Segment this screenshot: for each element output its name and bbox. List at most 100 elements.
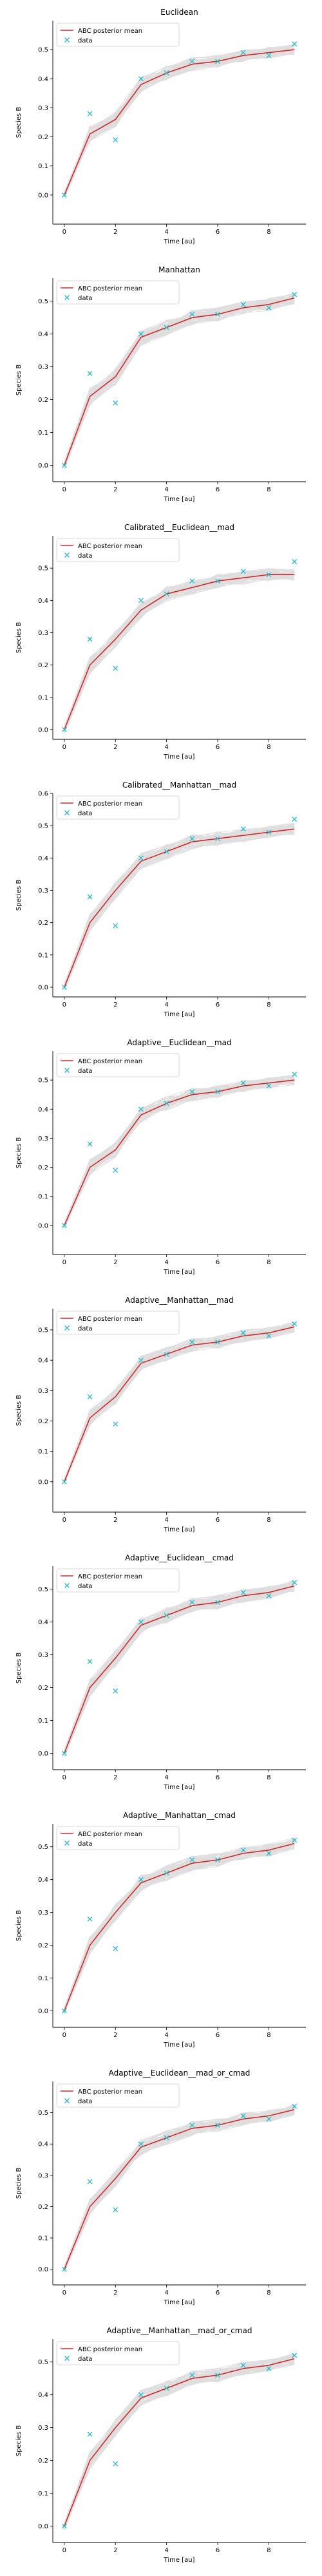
legend-box	[56, 1053, 180, 1077]
posterior-sample-line	[64, 1083, 295, 1224]
posterior-sample-line	[64, 2362, 295, 2526]
data-point	[87, 2179, 93, 2184]
data-point	[61, 726, 67, 732]
y-axis-label: Species B	[15, 2168, 23, 2199]
posterior-sample-line	[64, 1321, 295, 1484]
posterior-sample-line	[64, 2362, 295, 2528]
data-point	[61, 462, 67, 468]
x-axis-label: Time [au]	[164, 496, 195, 503]
data-point	[164, 2135, 169, 2141]
x-tick-label: 8	[267, 1001, 270, 1009]
x-tick-label: 8	[267, 744, 270, 751]
posterior-sample-line	[64, 825, 295, 988]
posterior-sample-line	[64, 570, 295, 730]
posterior-samples	[64, 292, 295, 469]
posterior-sample-line	[64, 571, 295, 732]
posterior-samples	[64, 2103, 295, 2273]
data-point	[266, 1593, 272, 1598]
y-axis-label: Species B	[15, 622, 23, 654]
data-point	[87, 636, 93, 642]
chart-title: Calibrated__Manhattan__mad	[122, 781, 236, 790]
y-tick-label: 0.6	[38, 791, 48, 798]
chart-title: Manhattan	[158, 265, 200, 274]
posterior-sample-line	[64, 295, 295, 466]
posterior-sample-line	[64, 2363, 295, 2528]
x-axis-label: Time [au]	[164, 1269, 195, 1276]
posterior-sample-line	[64, 572, 295, 726]
posterior-sample-line	[64, 293, 295, 466]
posterior-sample-line	[64, 2104, 295, 2268]
y-tick-label: 0.4	[38, 1877, 48, 1884]
posterior-sample-line	[64, 2106, 295, 2266]
chart-panel: Adaptive__Manhattan__mad 0 2 4 6 8 0.0 0.1 0.2 0.…	[15, 1296, 306, 1533]
posterior-sample-line	[64, 1841, 295, 2012]
posterior-sample-line	[64, 45, 295, 196]
posterior-sample-line	[64, 1842, 295, 2011]
posterior-sample-line	[64, 573, 295, 732]
posterior-sample-line	[64, 292, 295, 465]
data-point	[87, 1394, 93, 1399]
posterior-sample-line	[64, 2358, 295, 2524]
posterior-sample-line	[64, 2354, 295, 2524]
legend-data-swatch	[64, 1325, 70, 1331]
posterior-sample-line	[64, 1075, 295, 1226]
y-tick-label: 0.1	[38, 1448, 48, 1455]
data-point	[240, 826, 246, 832]
posterior-sample-line	[64, 2114, 295, 2266]
posterior-sample-line	[64, 1841, 295, 2010]
posterior-sample-line	[64, 1589, 295, 1750]
posterior-sample-line	[64, 574, 295, 728]
x-tick-label: 8	[267, 229, 270, 236]
posterior-sample-line	[64, 294, 295, 466]
posterior-sample-line	[64, 2353, 295, 2528]
posterior-sample-line	[64, 2359, 295, 2530]
chart-title: Euclidean	[160, 8, 198, 17]
posterior-sample-line	[64, 829, 295, 987]
posterior-sample-line	[64, 300, 295, 469]
posterior-sample-line	[64, 574, 295, 734]
legend-box	[56, 1568, 180, 1593]
posterior-sample-line	[64, 300, 295, 462]
data-point	[240, 569, 246, 574]
posterior-sample-line	[64, 1077, 295, 1224]
posterior-mean-line	[64, 574, 295, 730]
posterior-sample-line	[64, 2363, 295, 2527]
y-tick-label: 0.1	[38, 1193, 48, 1200]
data-point	[189, 578, 195, 584]
posterior-sample-line	[64, 1586, 295, 1756]
x-tick-label: 8	[267, 1517, 270, 1524]
data-point	[189, 1339, 195, 1345]
data-point	[113, 665, 118, 671]
posterior-sample-line	[64, 1838, 295, 2009]
legend: ABC posterior mean data	[56, 795, 180, 820]
posterior-sample-line	[64, 823, 295, 989]
data-point	[138, 1358, 144, 1363]
x-tick-label: 8	[267, 2032, 270, 2039]
y-tick-label: 0.3	[38, 2172, 48, 2179]
posterior-sample-line	[64, 568, 295, 726]
y-tick-label: 0.4	[38, 1619, 48, 1626]
y-tick-label: 0.2	[38, 2204, 48, 2211]
posterior-sample-line	[64, 1582, 295, 1752]
chart-title: Calibrated__Euclidean__mad	[124, 523, 234, 532]
posterior-sample-line	[64, 299, 295, 462]
y-axis-label: Species B	[15, 107, 23, 138]
data-point	[215, 836, 221, 842]
posterior-sample-line	[64, 1079, 295, 1226]
y-tick-label: 0.1	[38, 952, 48, 959]
legend-data-swatch	[64, 2098, 70, 2103]
posterior-sample-line	[64, 1079, 295, 1226]
legend-mean-label: ABC posterior mean	[78, 2346, 142, 2353]
posterior-sample-line	[64, 1075, 295, 1225]
y-tick-label: 0.5	[38, 47, 48, 54]
legend-data-swatch	[64, 1068, 70, 1073]
posterior-sample-line	[64, 572, 295, 728]
data-point	[292, 1580, 298, 1586]
legend: ABC posterior mean data	[56, 1826, 180, 1850]
data-point	[61, 2266, 67, 2272]
posterior-sample-line	[64, 297, 295, 468]
y-tick-label: 0.2	[38, 1418, 48, 1425]
legend-data-label: data	[78, 2356, 93, 2363]
posterior-sample-line	[64, 2106, 295, 2266]
posterior-sample-line	[64, 297, 295, 462]
